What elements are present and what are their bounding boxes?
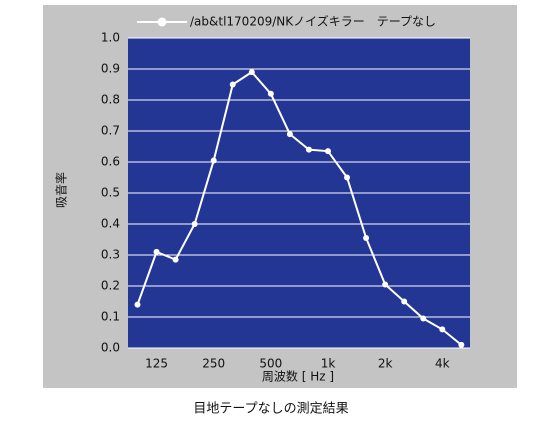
data-point — [229, 81, 236, 88]
data-point — [286, 131, 293, 138]
y-tick-label: 0.8 — [101, 93, 120, 107]
x-tick-label: 250 — [202, 357, 225, 371]
data-point — [191, 221, 198, 227]
data-point — [382, 281, 389, 288]
x-axis-label: 周波数 [ Hz ] — [262, 369, 334, 384]
data-point — [305, 146, 312, 153]
data-point — [210, 157, 217, 164]
legend-marker — [157, 17, 167, 27]
y-axis-label: 吸音率 — [54, 172, 69, 208]
caption: 目地テープなしの測定結果 — [193, 402, 348, 417]
y-tick-label: 0.7 — [101, 124, 120, 138]
y-tick-label: 0.5 — [101, 186, 120, 200]
y-tick-label: 0.1 — [101, 310, 120, 324]
data-line — [136, 70, 462, 346]
y-tick-label: 0.2 — [101, 279, 120, 293]
data-point — [363, 234, 370, 241]
x-tick-label: 2k — [378, 357, 393, 371]
y-tick-label: 0.4 — [101, 217, 120, 231]
x-tick-label: 125 — [145, 357, 168, 371]
data-point — [153, 248, 160, 255]
data-point — [420, 315, 427, 322]
x-tick-label: 1k — [321, 357, 336, 371]
y-tick-label: 0.3 — [101, 248, 120, 262]
y-tick-label: 0.0 — [101, 341, 120, 355]
data-point — [344, 174, 351, 181]
data-point — [325, 148, 331, 155]
y-tick-label: 0.6 — [101, 155, 120, 169]
data-point — [172, 256, 179, 263]
x-tick-label: 4k — [435, 357, 450, 371]
data-point — [401, 298, 408, 305]
y-tick-label: 1.0 — [101, 31, 120, 45]
legend-label: /ab&tl170209/NKノイズキラー テープなし — [190, 14, 436, 29]
data-point — [134, 301, 141, 308]
y-tick-label: 0.9 — [101, 62, 120, 76]
x-tick-label: 500 — [259, 357, 282, 371]
data-point — [248, 69, 255, 76]
data-point — [458, 341, 465, 348]
data-point — [439, 326, 446, 333]
data-point — [267, 90, 274, 97]
